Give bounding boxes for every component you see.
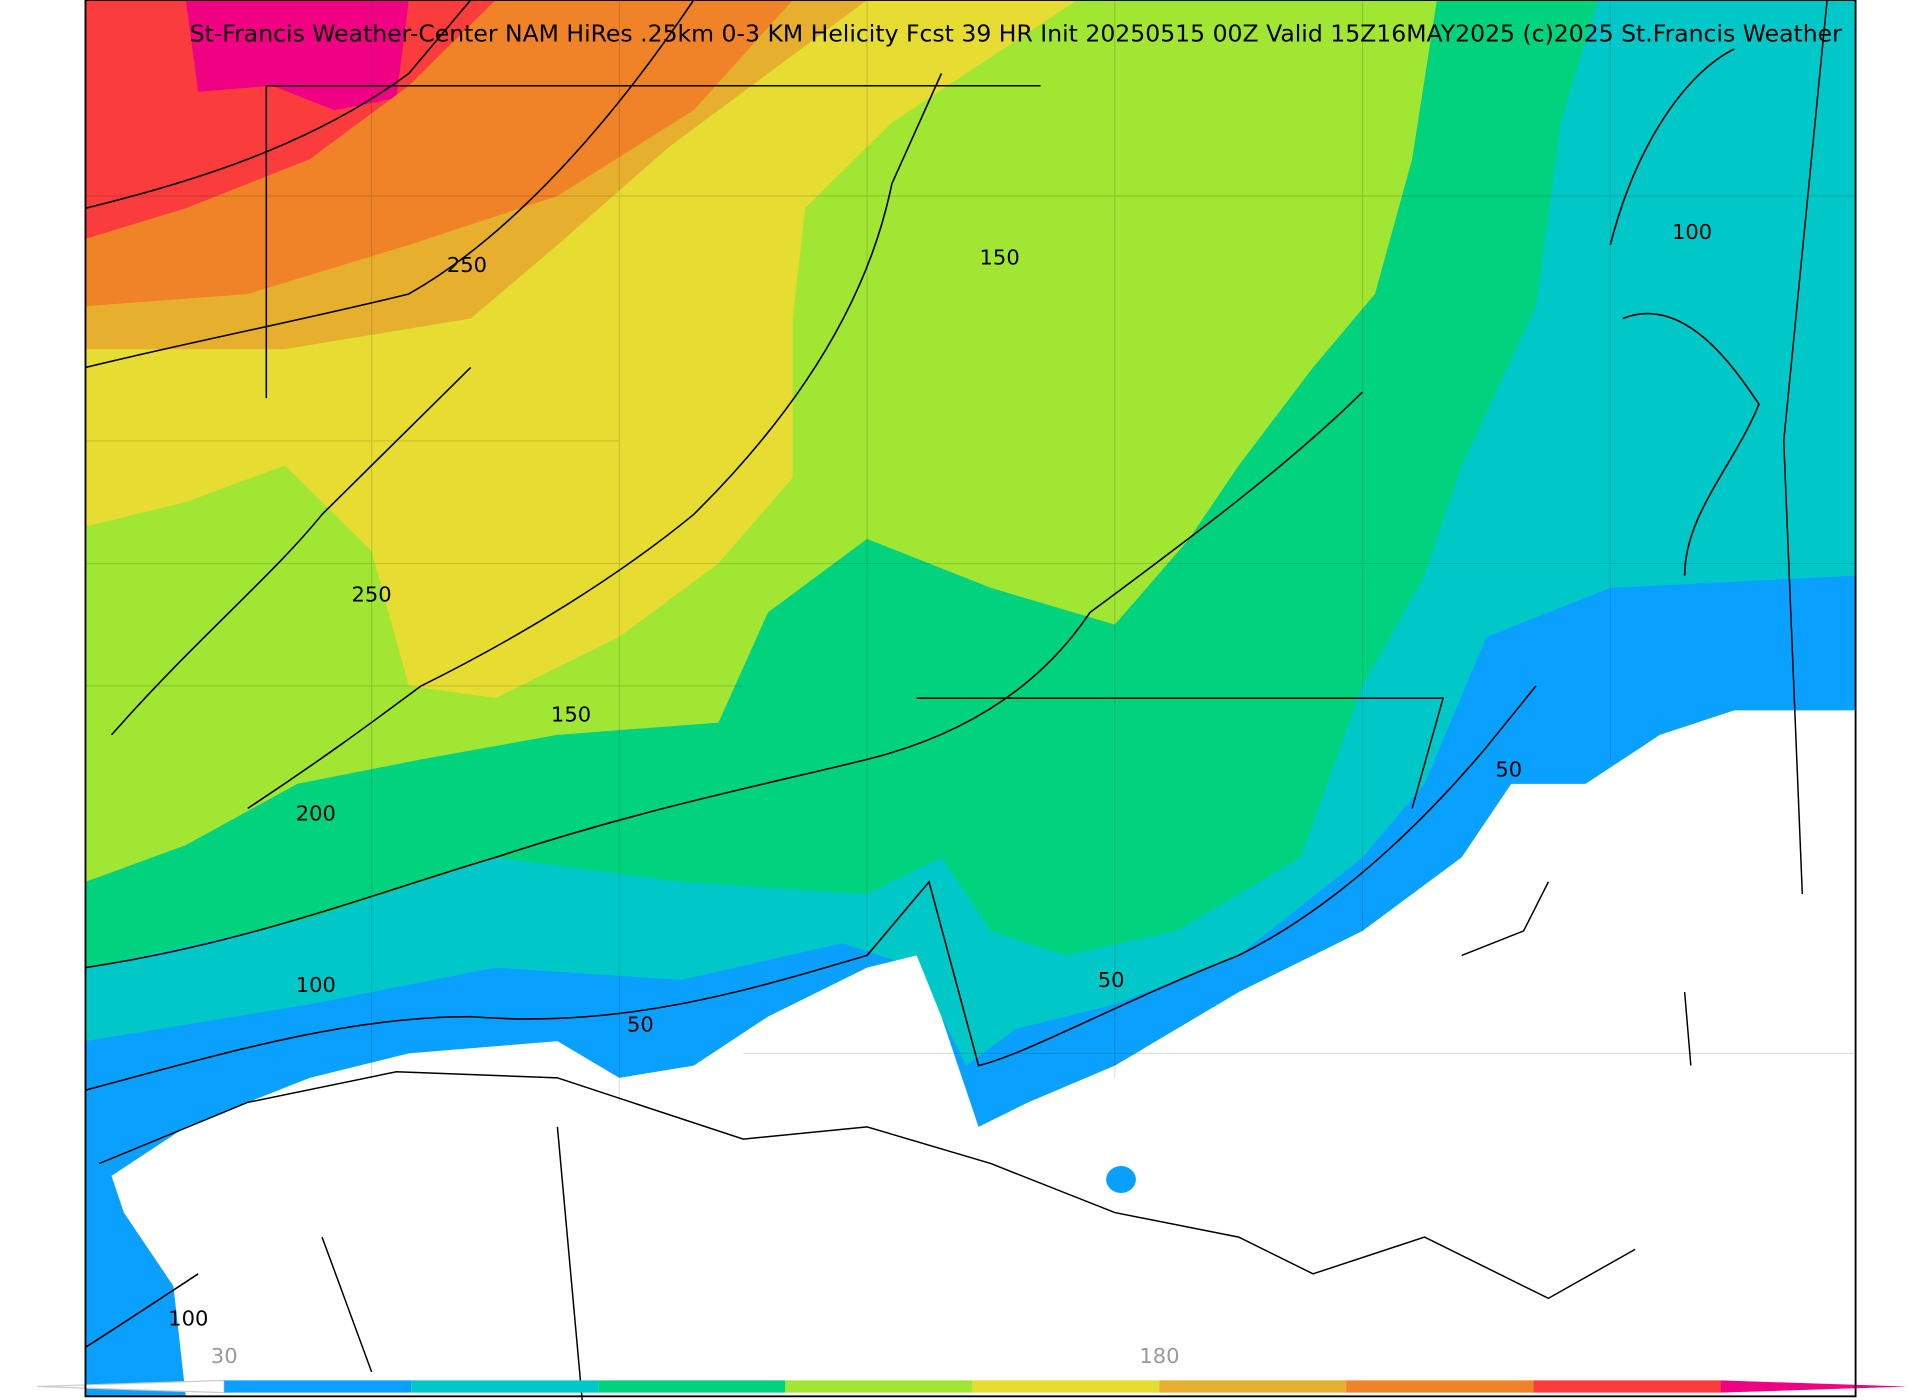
contour-line bbox=[85, 1273, 199, 1349]
contour-line bbox=[85, 0, 472, 209]
contour-labels: 250 150 100 250 150 200 50 100 50 50 100 bbox=[168, 220, 1712, 1330]
title: St-Francis Weather-Center NAM HiRes .25k… bbox=[190, 20, 1843, 48]
colorbar-swatch bbox=[1720, 1380, 1908, 1393]
colorbar-label: 30 bbox=[211, 1344, 238, 1368]
contour-label: 200 bbox=[296, 802, 336, 826]
contour-line bbox=[110, 366, 472, 736]
colorbar-swatch bbox=[1533, 1380, 1721, 1393]
contour-line bbox=[85, 0, 695, 369]
boundaries bbox=[85, 0, 1856, 1400]
colorbar-swatch bbox=[1159, 1380, 1347, 1393]
contour-line bbox=[85, 685, 1537, 1091]
contour-label: 100 bbox=[296, 973, 336, 997]
county-lines bbox=[85, 0, 1856, 1103]
colorbar-swatch bbox=[785, 1380, 973, 1393]
contour-label: 50 bbox=[627, 1012, 654, 1036]
contour-line bbox=[85, 391, 1364, 969]
shade-magenta bbox=[185, 0, 409, 111]
colorbar: 30 180 bbox=[37, 1344, 1908, 1394]
contour-label: 100 bbox=[168, 1306, 208, 1330]
state-borders bbox=[265, 0, 1828, 895]
coastline bbox=[98, 881, 1692, 1400]
contour-label: 50 bbox=[1098, 968, 1125, 992]
colorbar-swatch bbox=[224, 1380, 412, 1393]
shade-nodata bbox=[111, 710, 1856, 1397]
contours bbox=[85, 0, 1760, 1349]
colorbar-label: 180 bbox=[1139, 1344, 1179, 1368]
colorbar-swatch bbox=[411, 1380, 599, 1393]
contour-label: 150 bbox=[551, 703, 591, 727]
contour-label: 250 bbox=[352, 583, 392, 607]
contour-label: 100 bbox=[1672, 220, 1712, 244]
colorbar-swatch bbox=[972, 1380, 1160, 1393]
colorbar-swatch bbox=[598, 1380, 786, 1393]
map-frame bbox=[84, 0, 1857, 1398]
shade-blue-spot bbox=[1106, 1166, 1136, 1194]
contour-label: 250 bbox=[447, 253, 487, 277]
colorbar-swatch bbox=[1346, 1380, 1534, 1393]
contour-line bbox=[247, 73, 943, 810]
contour-label: 50 bbox=[1495, 758, 1522, 782]
contour-line bbox=[1609, 48, 1760, 576]
contour-label: 150 bbox=[980, 246, 1020, 270]
